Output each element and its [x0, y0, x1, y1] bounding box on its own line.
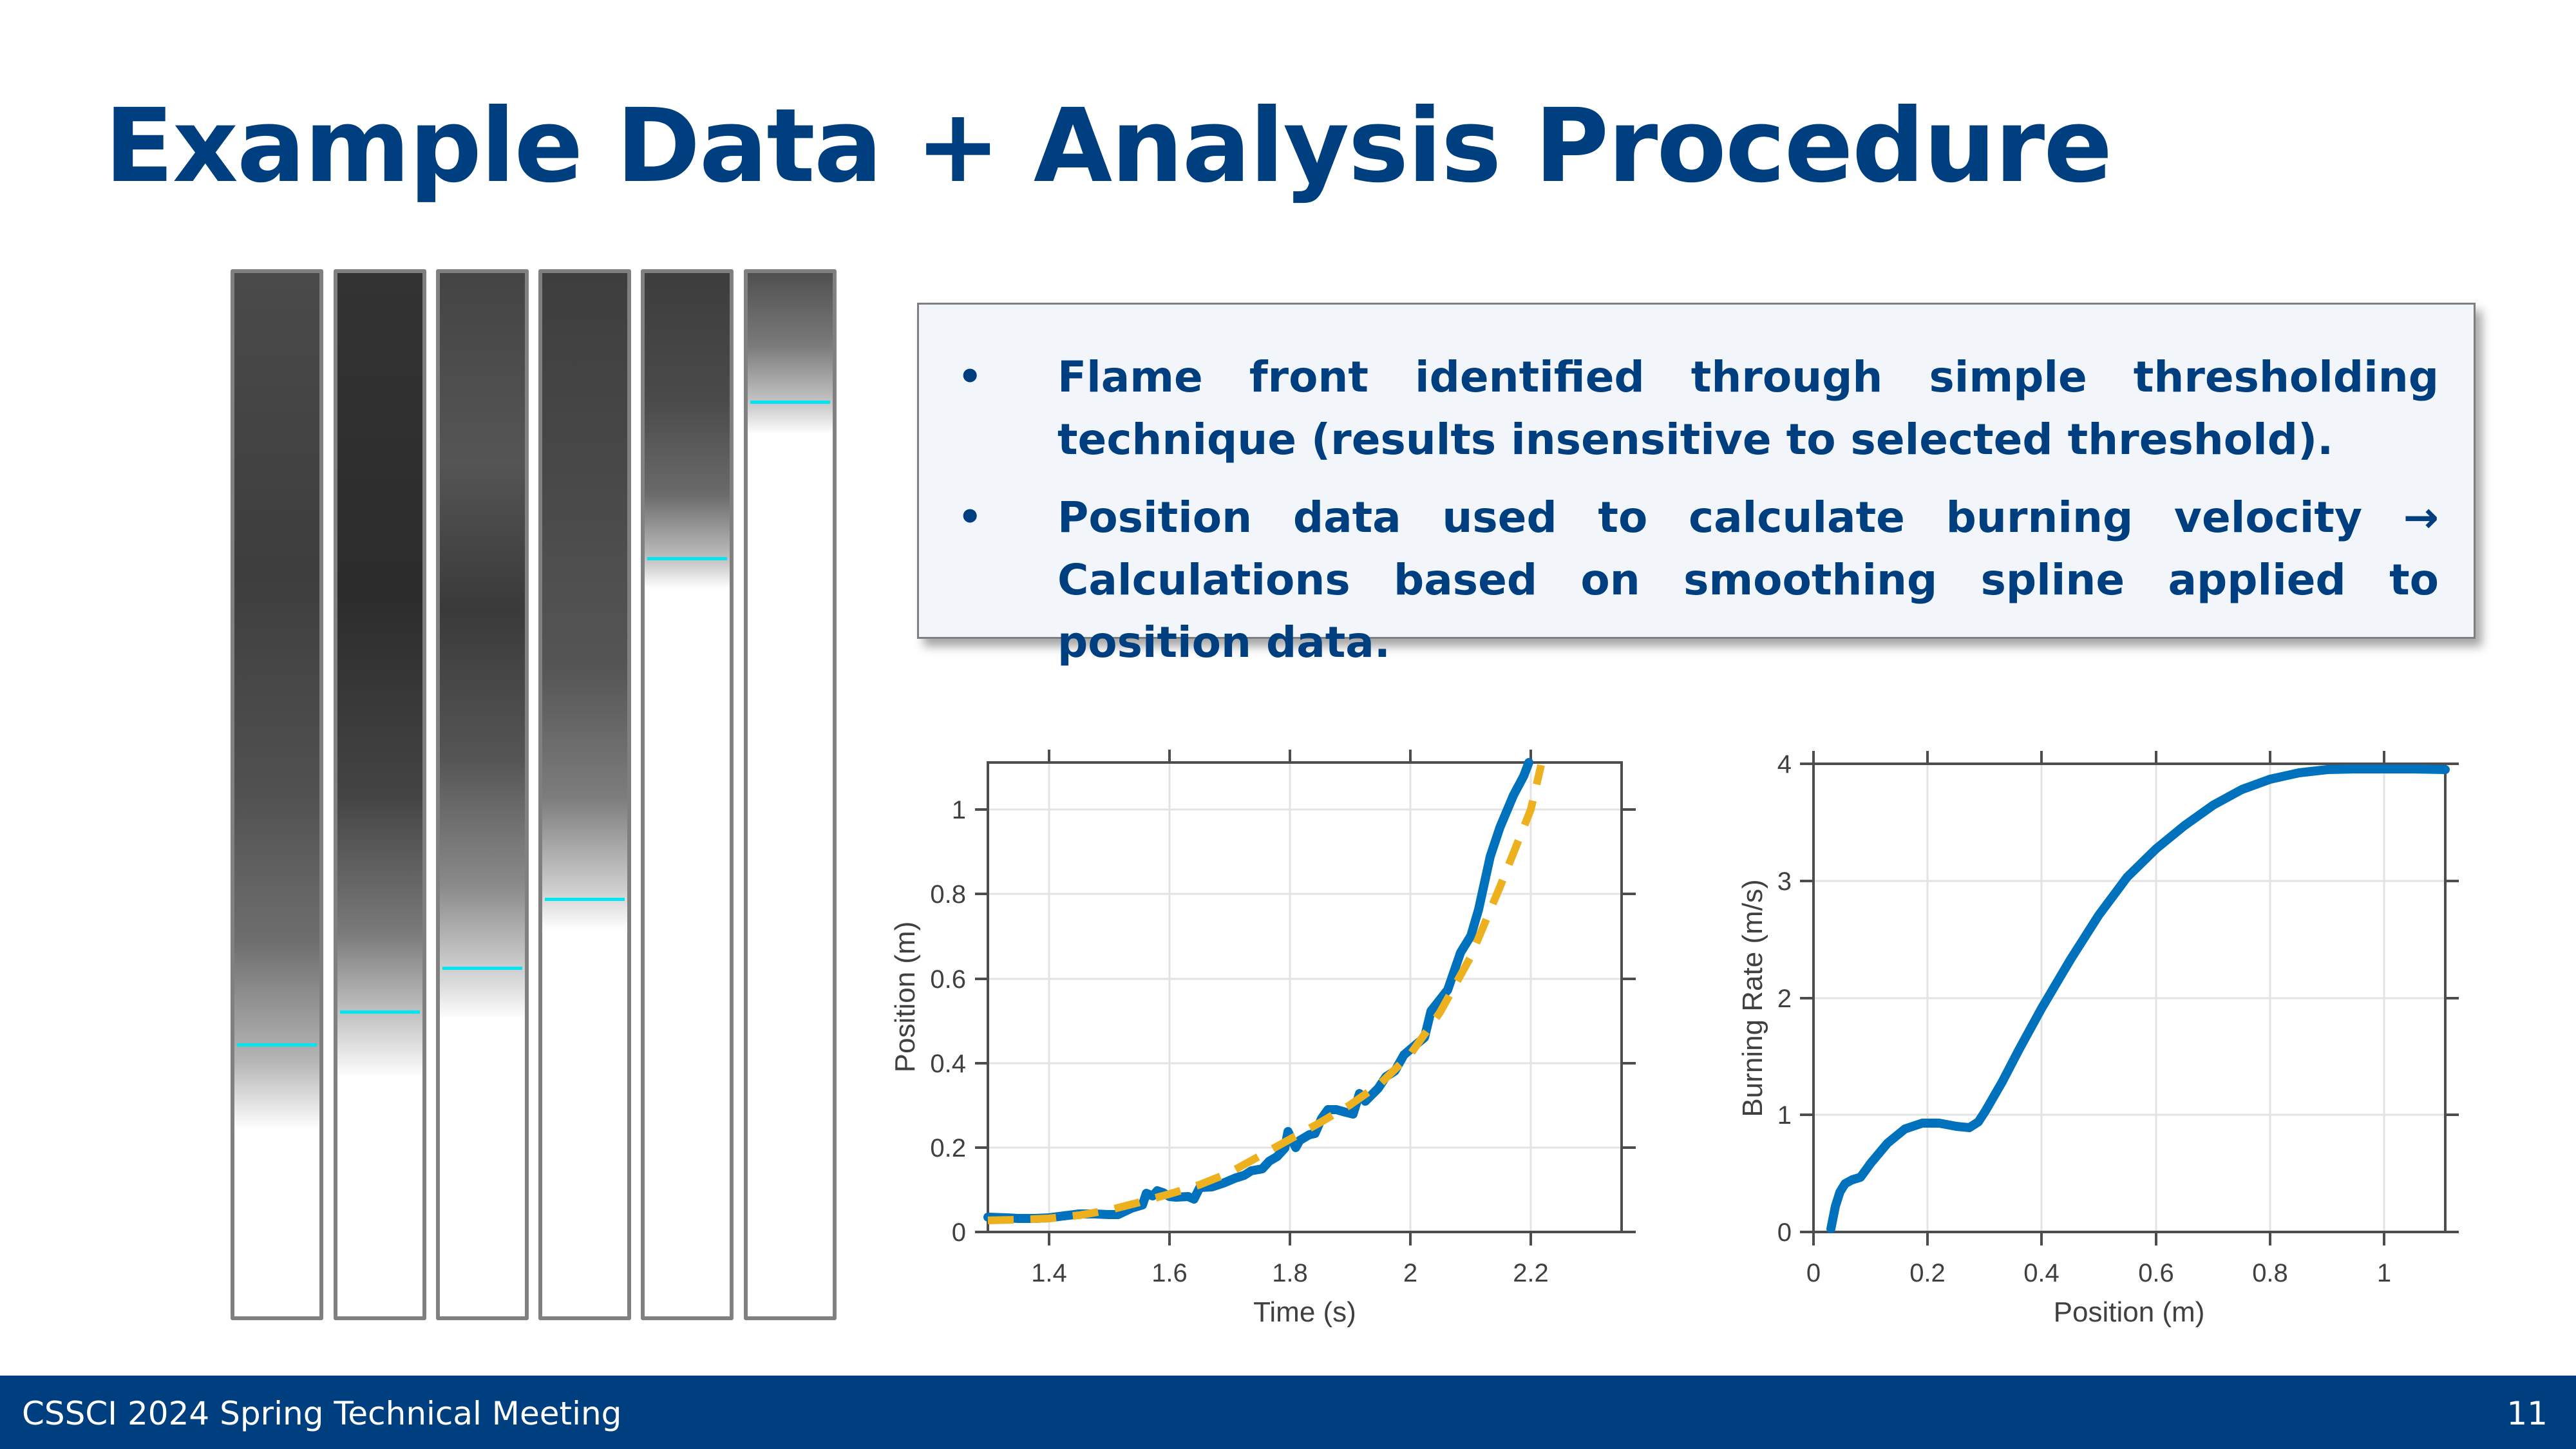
flame-image	[440, 273, 525, 1020]
svg-text:0.8: 0.8	[930, 880, 966, 909]
bullet-text: Flame front identified through simple th…	[1057, 352, 2439, 464]
burning-rate-vs-position-chart: 0 0.2 0.4 0.6 0.8 1 0 1 2 3 4 Position (…	[1737, 750, 2459, 1328]
bullet-item-1: • Flame front identified through simple …	[958, 346, 2439, 475]
x-tick-labels: 1.4 1.6 1.8 2 2.2	[1031, 1259, 1549, 1287]
flame-frame-6	[744, 269, 837, 1320]
flame-image	[542, 273, 627, 930]
slide-title: Example Data + Analysis Procedure	[104, 87, 2112, 205]
footer-meeting-name: CSSCI 2024 Spring Technical Meeting	[22, 1395, 622, 1432]
bullet-dot-icon: •	[958, 495, 983, 540]
svg-text:1.6: 1.6	[1151, 1259, 1188, 1287]
x-axis-label: Time (s)	[1253, 1296, 1356, 1328]
svg-text:3: 3	[1777, 867, 1792, 896]
svg-text:2: 2	[1777, 985, 1792, 1013]
flame-front-marker	[545, 898, 625, 901]
flame-front-marker	[340, 1010, 420, 1014]
burning-rate-line	[1826, 764, 2450, 1233]
bullet-text: Position data used to calculate burning …	[1057, 493, 2439, 667]
y-tick-labels: 0 1 2 3 4	[1777, 750, 1792, 1247]
x-tick-labels: 0 0.2 0.4 0.6 0.8 1	[1806, 1259, 2391, 1287]
axes	[1800, 751, 2459, 1245]
svg-text:0.4: 0.4	[930, 1050, 966, 1078]
svg-text:0.6: 0.6	[2138, 1259, 2174, 1287]
svg-text:0.8: 0.8	[2252, 1259, 2288, 1287]
svg-text:0: 0	[1777, 1218, 1792, 1247]
svg-text:2.2: 2.2	[1513, 1259, 1549, 1287]
grid	[988, 762, 1622, 1232]
svg-text:0.2: 0.2	[930, 1134, 966, 1162]
spline-fit-line	[987, 764, 1545, 1224]
footer-bar: CSSCI 2024 Spring Technical Meeting 11	[0, 1376, 2576, 1449]
flame-image	[645, 273, 730, 589]
flame-frame-2	[334, 269, 426, 1320]
flame-image	[748, 273, 833, 434]
x-axis-label: Position (m)	[2054, 1296, 2205, 1328]
flame-frame-3	[436, 269, 529, 1320]
y-axis-label: Burning Rate (m/s)	[1737, 879, 1768, 1117]
svg-text:0.6: 0.6	[930, 965, 966, 994]
flame-frame-4	[538, 269, 631, 1320]
flame-frame-5	[641, 269, 734, 1320]
svg-text:4: 4	[1777, 750, 1792, 779]
svg-text:1: 1	[1777, 1101, 1792, 1130]
summary-textbox: • Flame front identified through simple …	[917, 303, 2476, 667]
bullet-item-2: • Position data used to calculate burnin…	[958, 486, 2439, 667]
y-axis-label: Position (m)	[889, 922, 921, 1073]
grid	[1814, 764, 2445, 1232]
flame-image	[234, 273, 319, 1130]
y-tick-labels: 0 0.2 0.4 0.6 0.8 1	[930, 796, 966, 1247]
svg-text:1.8: 1.8	[1272, 1259, 1308, 1287]
svg-text:1: 1	[952, 796, 966, 824]
svg-text:0.4: 0.4	[2023, 1259, 2060, 1287]
flame-front-marker	[647, 557, 727, 560]
svg-text:1.4: 1.4	[1031, 1259, 1067, 1287]
page-number: 11	[2506, 1395, 2548, 1432]
axes	[975, 750, 1636, 1245]
svg-text:2: 2	[1403, 1259, 1417, 1287]
flame-front-marker	[750, 401, 830, 404]
measured-position-line	[983, 758, 1533, 1223]
position-vs-time-chart: 1.4 1.6 1.8 2 2.2 0 0.2 0.4 0.6 0.8 1 Ti…	[889, 750, 1636, 1328]
svg-text:0: 0	[1806, 1259, 1821, 1287]
flame-image	[337, 273, 422, 1078]
flame-front-marker	[442, 967, 522, 970]
flame-front-marker	[237, 1043, 317, 1046]
svg-text:1: 1	[2377, 1259, 2391, 1287]
svg-text:0: 0	[952, 1218, 966, 1247]
bullet-dot-icon: •	[958, 354, 983, 399]
flame-frame-1	[231, 269, 323, 1320]
svg-text:0.2: 0.2	[1909, 1259, 1946, 1287]
